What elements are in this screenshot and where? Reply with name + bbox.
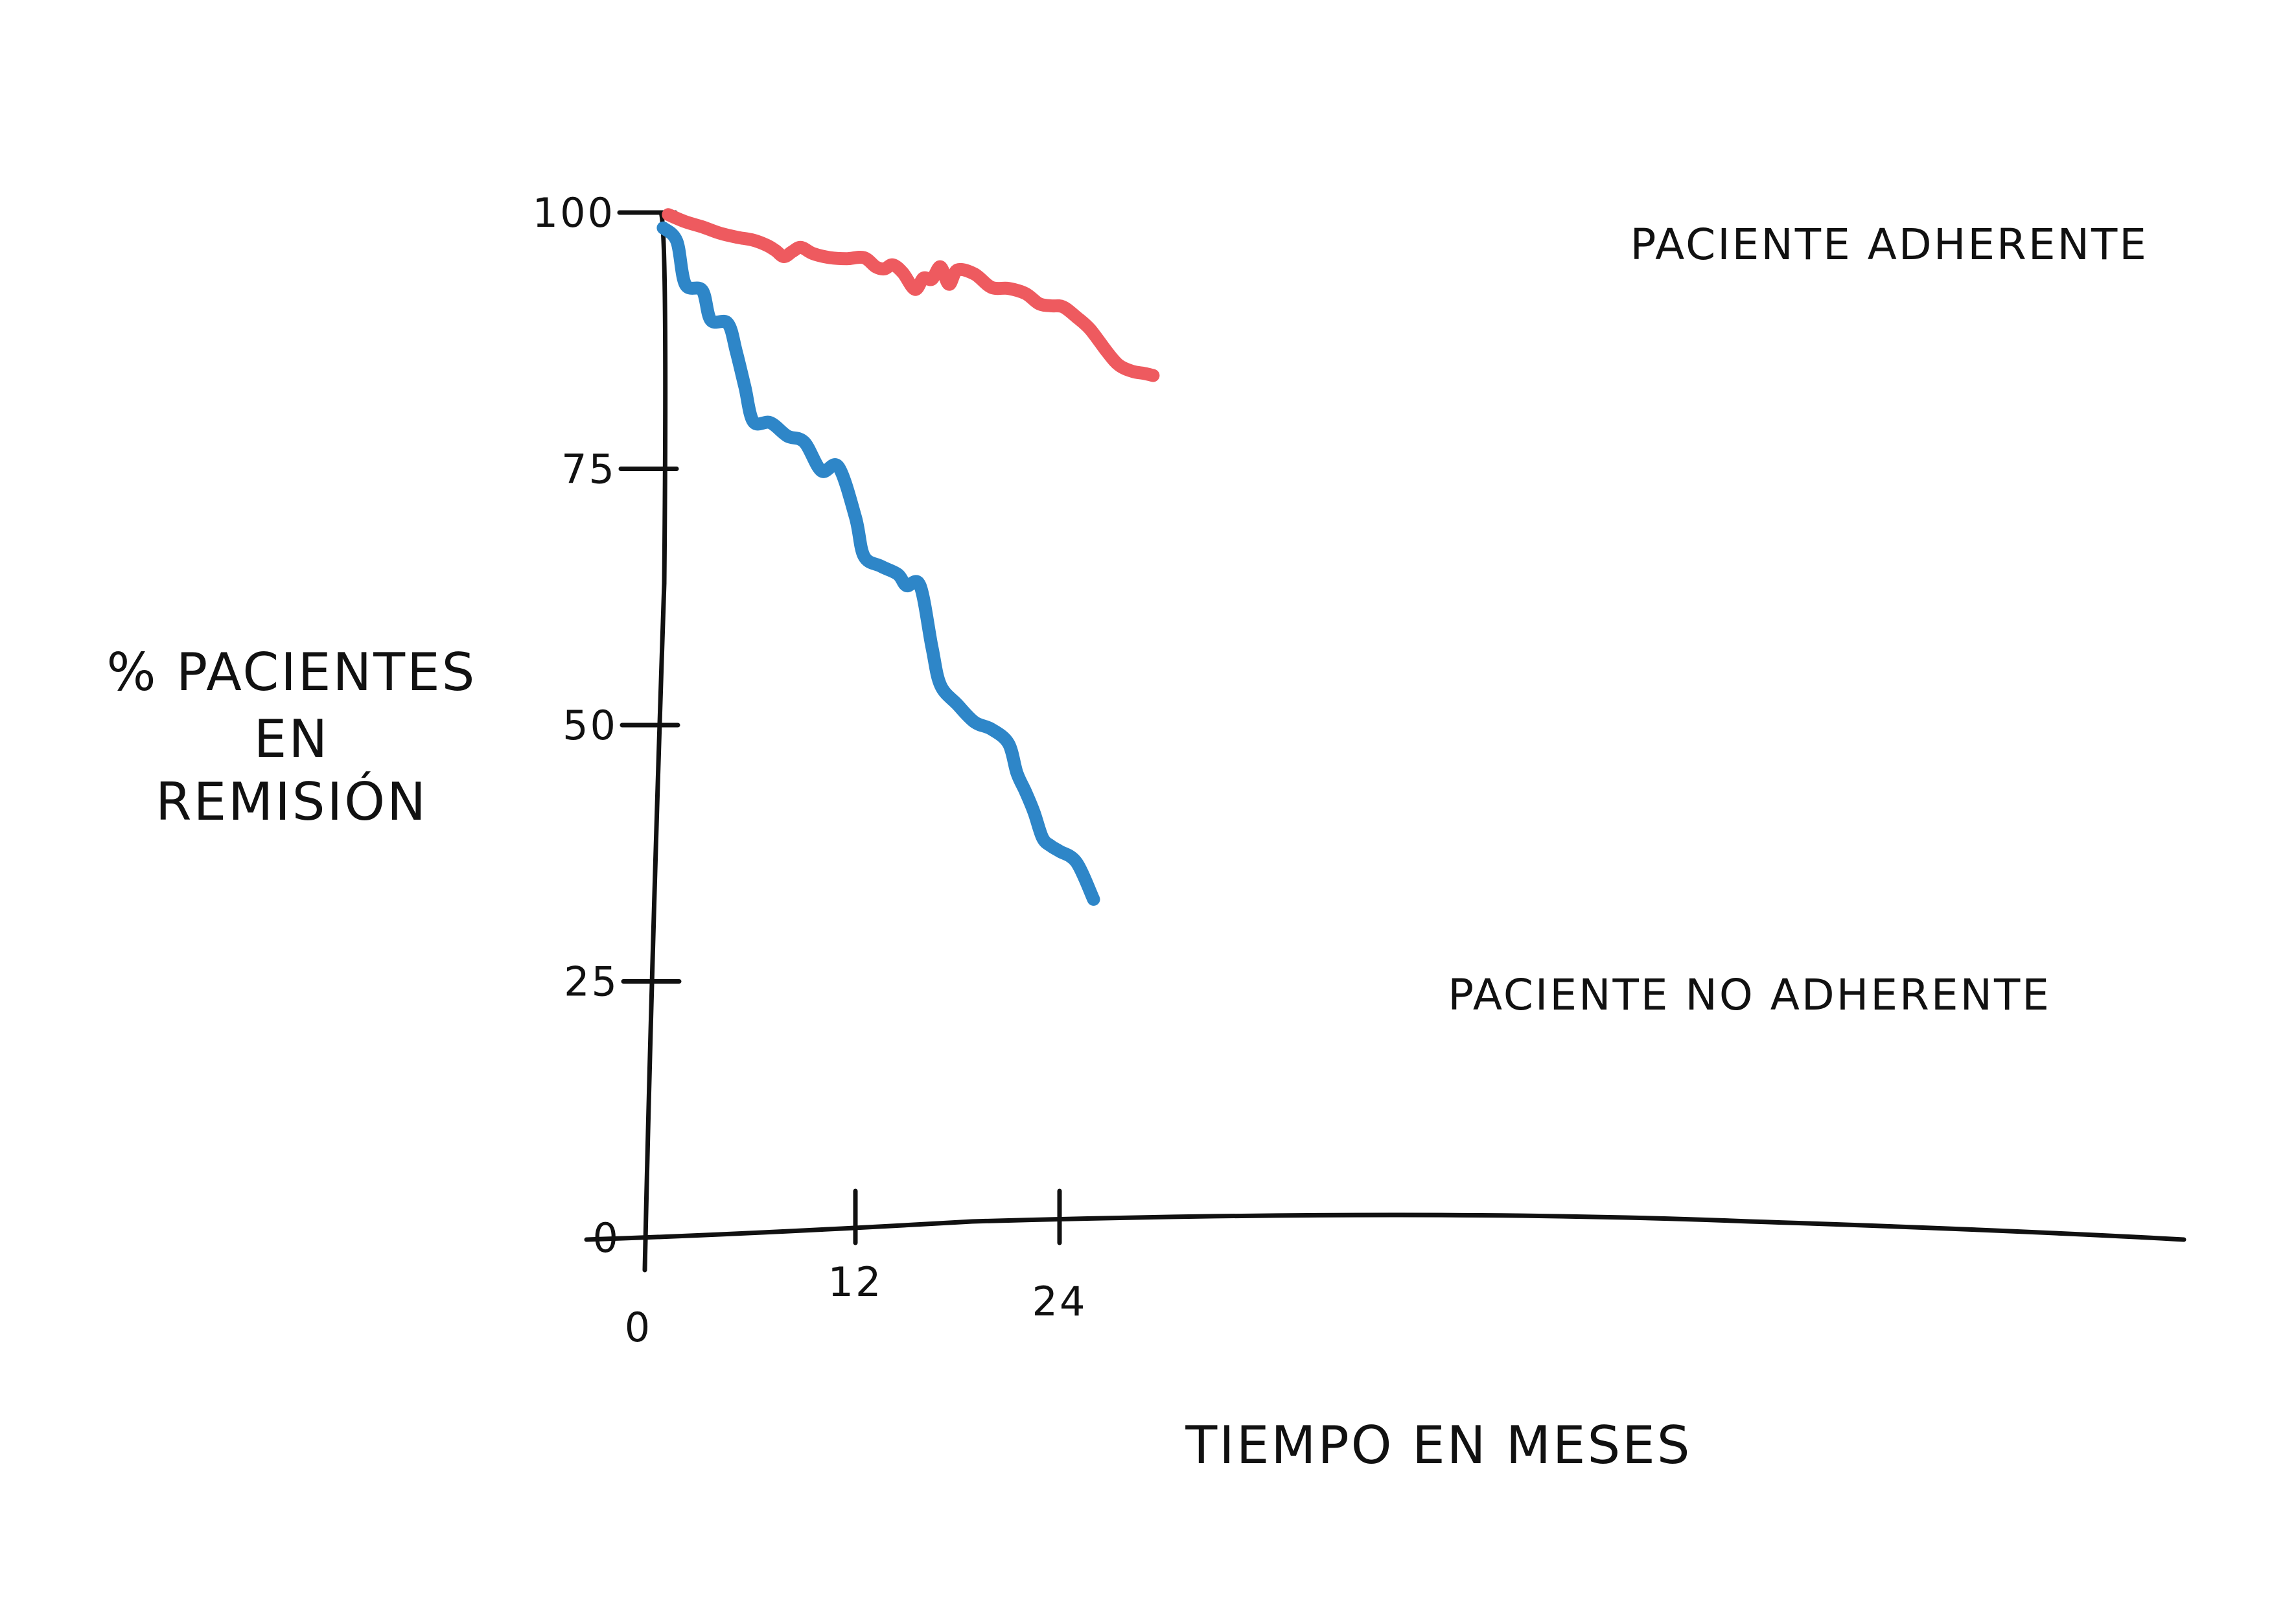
- data-point-paciente-no-adherente-24: [990, 727, 993, 731]
- y-axis-title-line-3: REMISIÓN: [156, 771, 428, 832]
- x-tick-label-24: 24: [1032, 1278, 1087, 1325]
- y-tick-label-100: 100: [533, 189, 615, 237]
- series-label-no-adherente: PACIENTE NO ADHERENTE: [1448, 970, 2051, 1020]
- data-point-paciente-adherente-5: [752, 238, 756, 242]
- data-point-paciente-no-adherente-18: [905, 584, 909, 588]
- series-label-adherente: PACIENTE ADHERENTE: [1630, 220, 2148, 270]
- data-point-paciente-adherente-2: [701, 225, 704, 229]
- data-point-paciente-no-adherente-7: [743, 385, 747, 389]
- data-point-paciente-adherente-10: [799, 246, 803, 249]
- data-point-paciente-adherente-11: [811, 251, 815, 255]
- data-point-paciente-adherente-19: [913, 288, 917, 292]
- data-point-paciente-no-adherente-21: [938, 683, 942, 687]
- y-axis-title-line-1: % PACIENTES: [107, 642, 477, 702]
- axis-ticks: [617, 210, 1062, 1245]
- data-point-paciente-no-adherente-2: [684, 283, 688, 286]
- axis-tick-labels: 0 25 50 75 100 0 12 24: [533, 189, 1087, 1351]
- data-point-paciente-no-adherente-4: [709, 318, 713, 322]
- y-tick-label-25: 25: [564, 958, 619, 1006]
- data-point-paciente-adherente-14: [862, 256, 866, 260]
- data-point-paciente-adherente-25: [973, 272, 977, 276]
- data-point-paciente-adherente-8: [782, 255, 786, 259]
- data-point-paciente-adherente-34: [1106, 350, 1109, 354]
- y-axis-title: % PACIENTES EN REMISIÓN: [107, 642, 477, 832]
- y-axis-title-line-2: EN: [254, 709, 329, 769]
- data-point-paciente-adherente-3: [717, 231, 721, 235]
- data-point-paciente-adherente-1: [684, 220, 688, 224]
- x-tick-label-12: 12: [828, 1258, 883, 1306]
- data-point-paciente-adherente-31: [1061, 305, 1065, 309]
- data-point-paciente-no-adherente-12: [820, 469, 824, 473]
- data-point-paciente-adherente-35: [1117, 364, 1121, 367]
- data-point-paciente-no-adherente-29: [1041, 836, 1045, 840]
- data-point-paciente-no-adherente-10: [785, 434, 789, 438]
- data-point-paciente-no-adherente-13: [837, 465, 841, 468]
- y-tick-label-75: 75: [561, 446, 616, 493]
- data-point-paciente-no-adherente-6: [734, 350, 738, 354]
- data-point-paciente-no-adherente-30: [1049, 844, 1053, 848]
- data-point-paciente-adherente-4: [734, 235, 738, 239]
- data-point-paciente-no-adherente-1: [675, 239, 678, 243]
- data-point-paciente-adherente-17: [891, 263, 895, 267]
- x-tick-label-0: 0: [625, 1304, 652, 1351]
- data-point-paciente-no-adherente-20: [930, 645, 934, 649]
- data-point-paciente-no-adherente-26: [1015, 771, 1019, 775]
- data-point-paciente-adherente-23: [947, 283, 951, 286]
- data-point-paciente-no-adherente-31: [1058, 850, 1061, 853]
- data-point-paciente-no-adherente-22: [956, 702, 960, 706]
- data-point-paciente-no-adherente-33: [1092, 897, 1096, 901]
- data-point-paciente-adherente-36: [1131, 369, 1135, 373]
- data-point-paciente-adherente-22: [938, 265, 942, 269]
- data-point-paciente-adherente-38: [1151, 374, 1155, 378]
- y-axis-line: [642, 210, 668, 1273]
- data-point-paciente-no-adherente-27: [1024, 790, 1028, 794]
- series-line-paciente-adherente: [662, 208, 1160, 382]
- data-point-paciente-no-adherente-11: [802, 440, 806, 444]
- data-point-paciente-adherente-32: [1074, 315, 1078, 319]
- data-point-paciente-adherente-18: [901, 271, 905, 275]
- data-point-paciente-adherente-7: [774, 249, 778, 253]
- x-axis-title: TIEMPO EN MESES: [1185, 1415, 1691, 1475]
- x-axis-line: [584, 1212, 2186, 1242]
- data-point-paciente-no-adherente-0: [661, 226, 665, 230]
- data-point-paciente-no-adherente-8: [752, 420, 756, 424]
- data-point-paciente-no-adherente-28: [1032, 811, 1036, 815]
- data-point-paciente-no-adherente-25: [1006, 742, 1010, 746]
- data-point-paciente-adherente-28: [1024, 292, 1028, 295]
- data-point-paciente-adherente-0: [666, 213, 670, 216]
- data-point-paciente-adherente-29: [1038, 302, 1041, 306]
- y-tick-label-0: 0: [593, 1214, 620, 1262]
- data-point-paciente-adherente-9: [791, 249, 794, 253]
- series-lines: [656, 208, 1160, 906]
- data-point-paciente-no-adherente-17: [896, 572, 900, 576]
- data-point-paciente-no-adherente-19: [918, 584, 922, 588]
- data-point-paciente-adherente-13: [845, 257, 849, 260]
- data-point-paciente-adherente-20: [922, 276, 925, 280]
- data-point-paciente-no-adherente-3: [701, 288, 704, 292]
- data-point-paciente-no-adherente-5: [726, 321, 730, 325]
- series-line-paciente-no-adherente: [656, 221, 1100, 906]
- data-point-paciente-adherente-12: [828, 256, 832, 260]
- data-point-paciente-adherente-37: [1142, 371, 1146, 375]
- data-point-paciente-no-adherente-9: [769, 421, 772, 424]
- data-point-paciente-no-adherente-32: [1074, 861, 1078, 864]
- data-point-paciente-adherente-16: [883, 267, 887, 271]
- data-point-paciente-no-adherente-16: [879, 564, 883, 568]
- data-point-paciente-adherente-24: [956, 268, 960, 272]
- y-tick-label-50: 50: [562, 702, 618, 749]
- data-point-paciente-adherente-33: [1088, 327, 1092, 331]
- data-point-paciente-adherente-21: [930, 277, 934, 281]
- data-point-paciente-adherente-30: [1049, 304, 1053, 308]
- data-point-paciente-no-adherente-14: [853, 515, 857, 519]
- data-point-paciente-adherente-6: [765, 244, 769, 248]
- data-point-paciente-adherente-26: [990, 286, 993, 290]
- data-point-paciente-adherente-15: [874, 265, 878, 269]
- data-point-paciente-no-adherente-23: [973, 720, 977, 724]
- data-point-paciente-no-adherente-15: [862, 554, 866, 558]
- data-point-paciente-adherente-27: [1006, 286, 1010, 290]
